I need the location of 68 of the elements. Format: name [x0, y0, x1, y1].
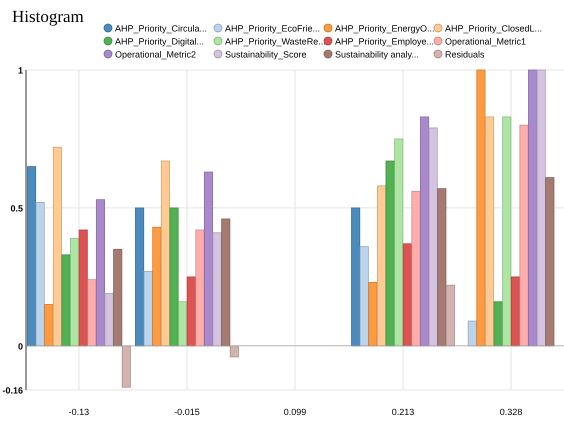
bar	[230, 345, 239, 358]
bar	[351, 208, 360, 346]
legend-label: AHP_Priority_EnergyO...	[335, 24, 435, 34]
y-tick-label: 1	[18, 66, 23, 76]
bar	[144, 270, 153, 346]
bar	[428, 128, 438, 346]
legend-label: Residuals	[445, 50, 486, 60]
bar	[446, 284, 455, 346]
legend-label: AHP_Priority_EcoFrie...	[225, 24, 320, 34]
bar	[494, 301, 503, 346]
y-tick-label: 0	[18, 341, 23, 352]
y-tick-label: -0.16	[2, 386, 23, 396]
bar	[186, 276, 196, 346]
bar	[360, 246, 369, 346]
bar	[212, 232, 222, 346]
x-tick-label: -0.015	[174, 407, 200, 417]
x-tick-label: 0.328	[500, 407, 522, 417]
legend-label: Sustainability analy...	[335, 50, 419, 60]
bar	[44, 304, 54, 346]
bar	[476, 70, 486, 346]
bar	[170, 208, 179, 346]
legend-label: Operational_Metric1	[445, 36, 526, 46]
bar	[36, 202, 45, 346]
legend-label: Operational_Metric2	[115, 50, 196, 60]
bar	[402, 243, 412, 346]
bar	[178, 301, 188, 346]
x-tick-label: 0.099	[284, 407, 306, 417]
legend-label: AHP_Priority_WasteRe...	[225, 36, 326, 46]
legend-label: AHP_Priority_ClosedL...	[445, 24, 542, 34]
bar	[545, 177, 554, 346]
bar	[61, 254, 71, 346]
legend-label: Sustainability_Score	[225, 50, 307, 60]
bar	[70, 238, 80, 346]
bar	[519, 124, 529, 346]
bar	[195, 230, 204, 346]
y-tick-label: 0.5	[10, 203, 23, 214]
chart-title: Histogram	[12, 7, 84, 26]
bar	[122, 345, 131, 388]
bar	[152, 226, 162, 346]
legend-label: AHP_Priority_Digital...	[115, 36, 204, 46]
bar	[52, 146, 62, 346]
legend-label: AHP_Priority_Circula...	[115, 24, 208, 34]
bar	[468, 320, 477, 346]
bar	[160, 160, 170, 346]
bar	[204, 172, 214, 346]
bar	[394, 138, 404, 346]
bar	[78, 230, 88, 346]
bar	[27, 166, 36, 346]
bar	[510, 276, 520, 346]
bar	[221, 218, 230, 346]
bar	[113, 248, 122, 346]
bar	[437, 188, 446, 346]
bar	[420, 116, 430, 346]
bar	[528, 70, 538, 346]
bar	[376, 185, 386, 346]
bar	[411, 190, 420, 346]
bar	[87, 279, 96, 346]
bar	[368, 282, 378, 346]
x-tick-label: 0.213	[392, 407, 414, 417]
bar	[484, 116, 494, 346]
bar	[96, 199, 106, 346]
bar	[135, 208, 144, 346]
bar	[386, 160, 395, 346]
bar	[104, 293, 114, 346]
legend-label: AHP_Priority_Employe...	[335, 36, 434, 46]
bar	[502, 116, 512, 346]
bar	[536, 70, 546, 346]
x-tick-label: -0.13	[68, 407, 90, 417]
